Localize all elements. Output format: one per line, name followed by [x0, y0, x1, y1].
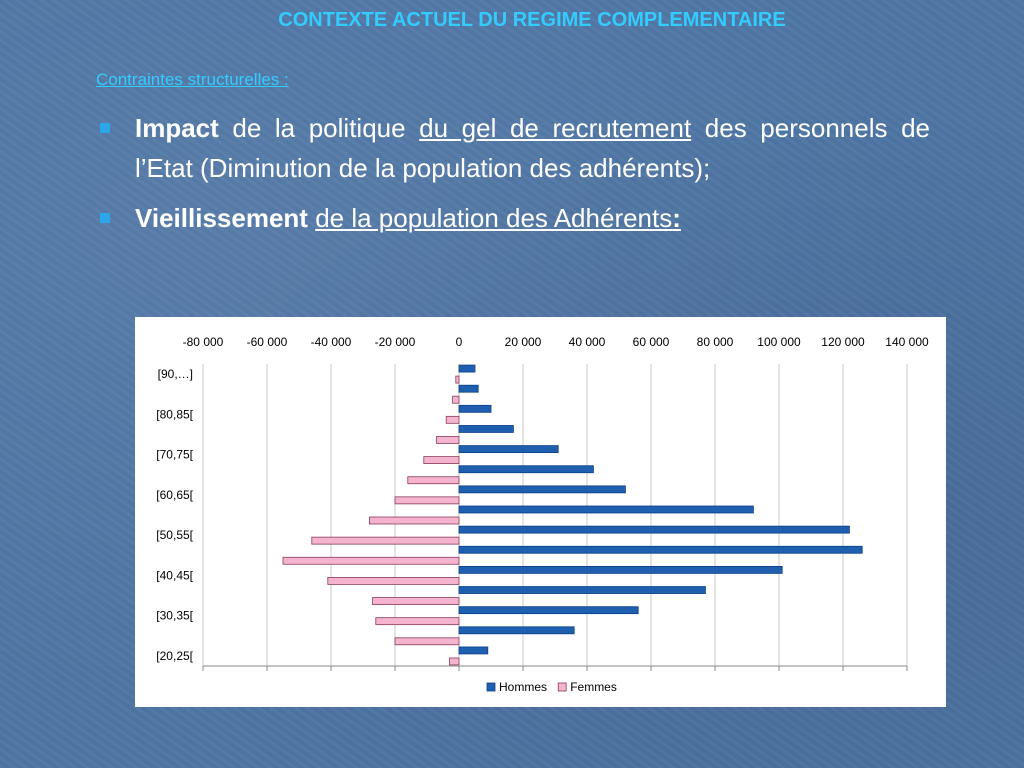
bullet-underlined: du gel de recrutement — [419, 113, 692, 143]
bar-hommes — [458, 525, 850, 534]
bar-hommes — [458, 364, 476, 373]
x-tick-label: -80 000 — [183, 335, 224, 349]
bar-femmes — [327, 576, 460, 585]
bullet-bold: Impact — [135, 113, 219, 143]
bar-femmes — [375, 617, 460, 626]
x-tick-label: 120 000 — [821, 335, 865, 349]
y-category-label: [30,35[ — [156, 609, 193, 623]
bar-hommes — [458, 465, 594, 474]
bullet-square-icon — [100, 213, 110, 223]
x-tick-label: 140 000 — [885, 335, 929, 349]
x-tick-label: 60 000 — [633, 335, 670, 349]
bar-hommes — [458, 646, 489, 655]
x-tick-label: 0 — [456, 335, 463, 349]
bar-hommes — [458, 384, 479, 393]
bar-femmes — [311, 536, 460, 545]
bar-femmes — [452, 395, 460, 404]
bullet-impact: Impact de la politique du gel de recrute… — [98, 108, 930, 188]
legend-label-femmes: Femmes — [570, 680, 617, 694]
bullet-list: Impact de la politique du gel de recrute… — [98, 108, 930, 238]
x-tick-label: 40 000 — [569, 335, 606, 349]
y-category-label: [20,25[ — [156, 649, 193, 663]
bullet-underlined: de la population des Adhérents — [315, 203, 673, 233]
y-category-label: [50,55[ — [156, 528, 193, 542]
x-tick-label: -20 000 — [375, 335, 416, 349]
bar-femmes — [445, 415, 460, 424]
bar-femmes — [436, 436, 460, 444]
bullet-text: de la politique — [218, 113, 420, 143]
y-category-label: [90,…] — [158, 367, 193, 381]
bullet-bold-tail: : — [672, 203, 681, 233]
bar-hommes — [458, 485, 626, 494]
bar-hommes — [458, 505, 754, 514]
y-category-label: [40,45[ — [156, 568, 193, 582]
bullet-vieillissement: Vieillissement de la population des Adhé… — [98, 198, 930, 238]
bar-femmes — [368, 516, 460, 525]
slide-title: CONTEXTE ACTUEL DU REGIME COMPLEMENTAIRE — [278, 9, 786, 31]
legend-swatch-hommes — [486, 682, 496, 692]
bar-hommes — [458, 626, 575, 635]
bullet-bold: Vieillissement — [135, 203, 308, 233]
y-category-label: [60,65[ — [156, 488, 193, 502]
x-tick-label: 80 000 — [697, 335, 734, 349]
bar-femmes — [372, 597, 460, 605]
y-category-label: [80,85[ — [156, 407, 193, 421]
bar-hommes — [458, 445, 559, 454]
bar-femmes — [282, 556, 460, 565]
population-pyramid-chart: -80 000 -60 000 -40 000 -20 000 0 20 000 40 00… — [135, 317, 946, 707]
bar-hommes — [458, 606, 639, 615]
chart-svg: -80 000 -60 000 -40 000 -20 000 0 20 000 40 00… — [156, 335, 929, 694]
bar-femmes — [394, 637, 460, 646]
bar-femmes — [455, 375, 460, 384]
x-tick-label: -60 000 — [247, 335, 288, 349]
bar-femmes — [448, 657, 460, 666]
bullet-text-tail: des personnels de l’Etat (Diminution de … — [135, 113, 930, 183]
bar-hommes — [458, 586, 706, 594]
bar-femmes — [407, 476, 460, 485]
bar-femmes — [423, 456, 460, 465]
bar-hommes — [458, 545, 863, 554]
bullet-square-icon — [100, 123, 110, 133]
x-tick-label: -40 000 — [311, 335, 352, 349]
bar-hommes — [458, 565, 783, 574]
bar-femmes — [394, 496, 460, 505]
bar-hommes — [458, 404, 492, 413]
legend-swatch-femmes — [557, 682, 567, 692]
x-tick-label: 20 000 — [505, 335, 542, 349]
x-tick-label: 100 000 — [757, 335, 801, 349]
legend-label-hommes: Hommes — [499, 680, 547, 694]
bar-hommes — [458, 425, 514, 433]
subheading: Contraintes structurelles : — [96, 70, 289, 89]
y-category-label: [70,75[ — [156, 448, 193, 462]
